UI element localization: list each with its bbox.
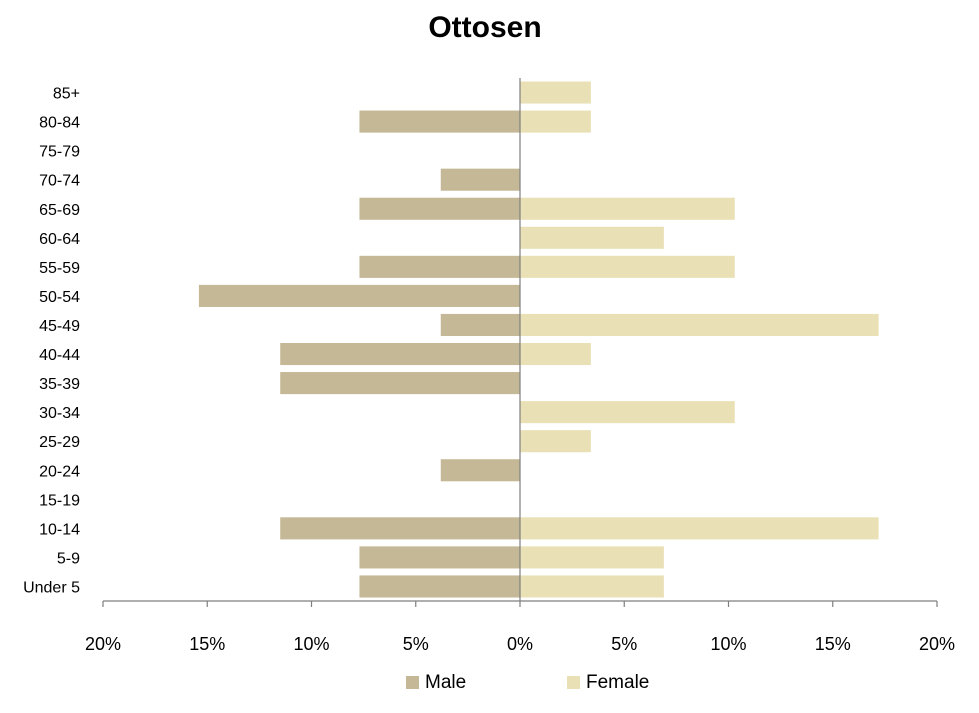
bar-female-55-59: [520, 255, 735, 278]
x-tick-label: 10%: [293, 634, 329, 654]
bar-female-65-69: [520, 197, 735, 220]
bar-female-30-34: [520, 401, 735, 424]
x-tick-label: 20%: [919, 634, 955, 654]
bar-male-45-49: [440, 313, 520, 337]
category-label: 60-64: [39, 231, 80, 248]
bar-female-40-44: [520, 342, 591, 366]
legend-label-male: Male: [425, 672, 466, 693]
bar-male-5-9: [359, 546, 520, 569]
bar-female-under-5: [520, 575, 664, 598]
category-label: Under 5: [23, 579, 80, 596]
category-label: 10-14: [39, 521, 80, 538]
category-label: 25-29: [39, 434, 80, 451]
x-tick-label: 20%: [85, 634, 121, 654]
bar-male-20-24: [440, 459, 520, 482]
x-tick-label: 15%: [815, 634, 851, 654]
chart-title: Ottosen: [428, 11, 541, 44]
axes-group: [102, 78, 938, 607]
legend-swatch-male: [406, 676, 419, 689]
category-label: 5-9: [57, 550, 80, 567]
x-tick-label: 5%: [403, 634, 429, 654]
x-tick-labels: 20% 15% 10% 5% 0% 5% 10% 15% 20%: [85, 634, 955, 654]
category-label: 55-59: [39, 260, 80, 277]
bar-male-50-54: [198, 284, 520, 307]
bars-group: [198, 81, 879, 598]
bar-female-45-49: [520, 313, 879, 337]
bar-male-under-5: [359, 575, 520, 598]
bar-male-40-44: [280, 342, 520, 366]
bar-female-80-84: [520, 110, 591, 133]
category-label: 70-74: [39, 173, 80, 190]
bar-female-85+: [520, 81, 591, 104]
category-label: 75-79: [39, 144, 80, 161]
bar-male-70-74: [440, 168, 520, 191]
bar-female-10-14: [520, 517, 879, 540]
category-label: 65-69: [39, 202, 80, 219]
x-tick-label: 0%: [507, 634, 533, 654]
bar-male-10-14: [280, 517, 520, 540]
category-label: 35-39: [39, 376, 80, 393]
bar-female-25-29: [520, 430, 591, 453]
category-label: 30-34: [39, 405, 80, 422]
bar-male-55-59: [359, 255, 520, 278]
legend-swatch-female: [567, 676, 580, 689]
category-label: 45-49: [39, 318, 80, 335]
x-tick-label: 10%: [710, 634, 746, 654]
legend-label-female: Female: [586, 672, 649, 693]
category-label: 80-84: [39, 115, 80, 132]
x-tick-label: 15%: [189, 634, 225, 654]
x-tick-label: 5%: [611, 634, 637, 654]
category-label: 15-19: [39, 492, 80, 509]
bar-female-60-64: [520, 226, 664, 249]
bar-female-5-9: [520, 546, 664, 569]
bar-male-35-39: [280, 372, 520, 395]
category-label: 20-24: [39, 463, 80, 480]
category-label: 50-54: [39, 289, 80, 306]
category-labels: Under 5 5-9 10-14 15-19 20-24 25-29 30-34 35-39…: [23, 86, 80, 597]
bar-male-65-69: [359, 197, 520, 220]
category-label: 85+: [53, 86, 80, 103]
bar-male-80-84: [359, 110, 520, 133]
category-label: 40-44: [39, 347, 80, 364]
legend: Male Female: [406, 672, 649, 693]
